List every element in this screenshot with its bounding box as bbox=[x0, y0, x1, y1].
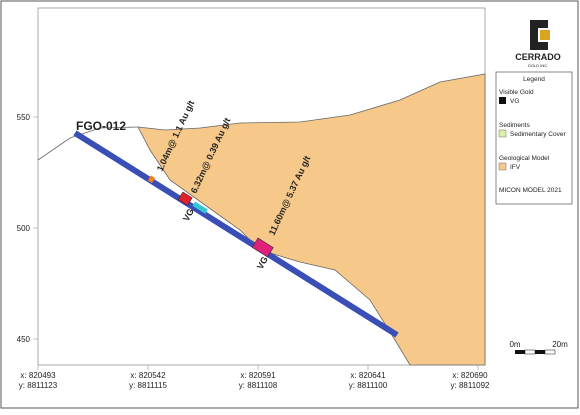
x-tick-label: x: 820641 bbox=[350, 371, 386, 380]
scale-start: 0m bbox=[509, 340, 520, 349]
drill-hole bbox=[73, 130, 399, 338]
x-tick-label: x: 820493 bbox=[20, 371, 56, 380]
legend-item: VG bbox=[510, 98, 519, 105]
x-tick-label: y: 8811115 bbox=[129, 381, 167, 390]
x-tick-label: y: 8811100 bbox=[349, 381, 388, 390]
legend-swatch bbox=[499, 97, 506, 104]
legend-group: Geological Model bbox=[499, 155, 550, 162]
assay-interval bbox=[251, 237, 274, 258]
legend-model: MICON MODEL 2021 bbox=[499, 187, 562, 194]
logo-sub: GOLD INC. bbox=[528, 63, 548, 68]
scale-bar bbox=[515, 349, 556, 355]
legend-swatch bbox=[498, 129, 507, 138]
ticks bbox=[33, 116, 479, 370]
logo: CERRADO GOLD INC. bbox=[515, 20, 561, 68]
scale-end: 20m bbox=[552, 340, 568, 349]
legend bbox=[495, 71, 573, 205]
legend-group: Sediments bbox=[499, 122, 530, 129]
x-tick-label: y: 8811092 bbox=[451, 381, 491, 390]
legend-item: Sedimentary Cover bbox=[510, 131, 566, 138]
legend-item: IFV bbox=[510, 164, 521, 171]
x-tick-label: x: 820690 bbox=[452, 371, 488, 380]
x-tick-label: y: 8811123 bbox=[19, 381, 58, 390]
assay-interval bbox=[147, 175, 156, 184]
ifv-body bbox=[137, 73, 486, 366]
legend-swatch bbox=[498, 162, 507, 171]
x-tick-label: x: 820542 bbox=[130, 371, 166, 380]
x-tick-label: y: 8811108 bbox=[239, 381, 278, 390]
y-tick-label: 450 bbox=[17, 335, 31, 344]
y-tick-label: 500 bbox=[17, 224, 31, 233]
x-tick-label: x: 820591 bbox=[240, 371, 276, 380]
assay-interval bbox=[192, 201, 208, 214]
assay-interval bbox=[177, 191, 193, 206]
y-tick-label: 550 bbox=[17, 113, 31, 122]
hole-name: FGO-012 bbox=[76, 119, 126, 133]
legend-group: Visible Gold bbox=[499, 89, 534, 96]
legend-title: Legend bbox=[523, 76, 545, 83]
logo-name: CERRADO bbox=[515, 52, 561, 62]
topography bbox=[37, 126, 139, 161]
